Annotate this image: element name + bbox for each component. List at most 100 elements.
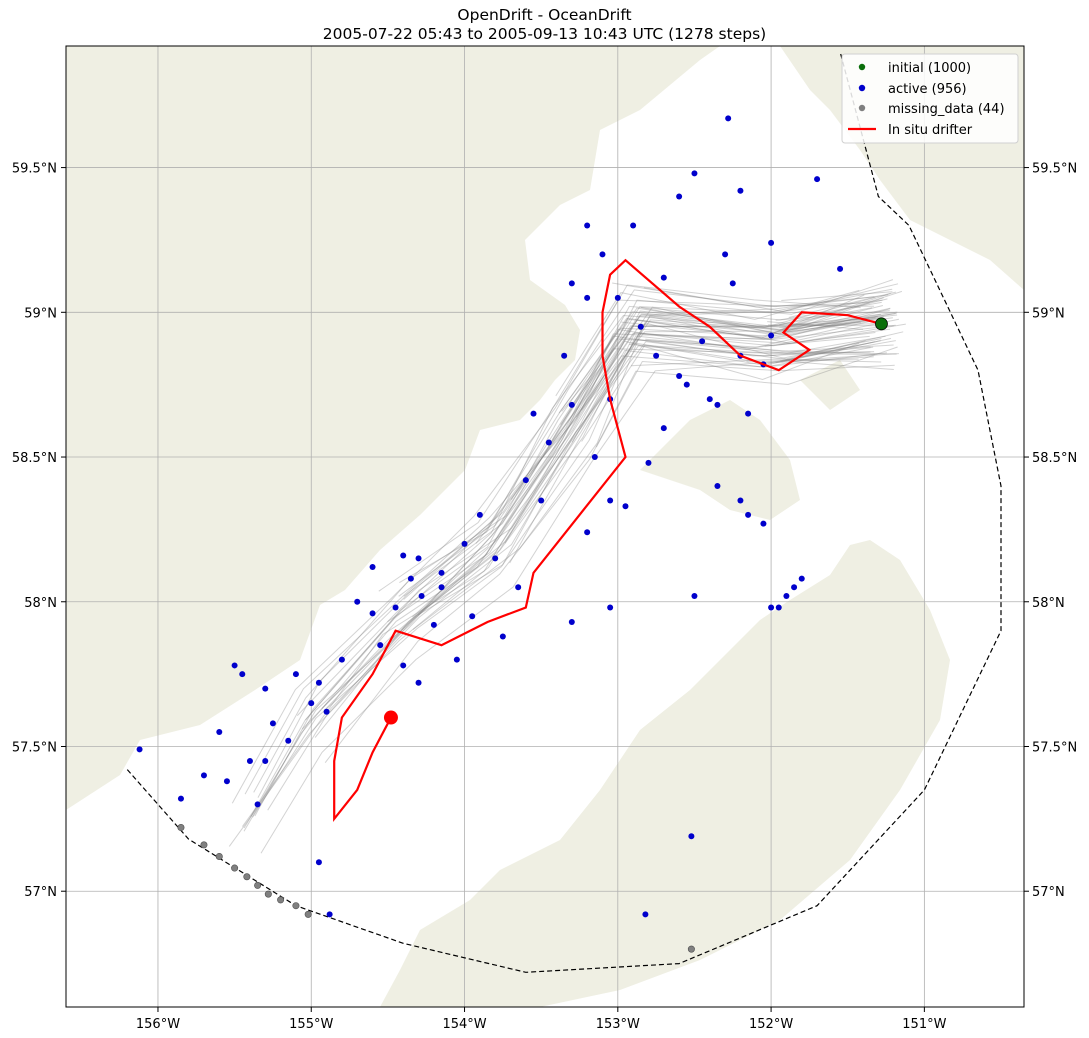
trajectory-line: [767, 321, 864, 330]
trajectory-line: [595, 360, 895, 448]
active-particle: [377, 642, 384, 649]
active-particle: [568, 619, 575, 626]
missing-data-particle: [292, 902, 300, 910]
y-tick-label-left: 58°N: [24, 596, 57, 611]
y-tick-label-right: 58°N: [1032, 596, 1065, 611]
active-particle: [676, 193, 683, 200]
trajectory-line: [781, 337, 892, 363]
active-particles: [136, 115, 844, 918]
trajectory-line: [785, 307, 891, 333]
legend-missing-marker: [858, 104, 866, 112]
active-particle: [430, 621, 437, 628]
active-particle: [584, 529, 591, 536]
active-particle: [418, 592, 425, 599]
trajectory-line: [555, 289, 860, 397]
trajectory-line: [645, 338, 897, 355]
x-tick-label: 156°W: [136, 1017, 180, 1032]
in-situ-drifter-track: [333, 258, 882, 823]
trajectory-line: [228, 340, 860, 847]
land-alaska-peninsula: [66, 46, 720, 810]
trajectory-line: [241, 345, 871, 827]
y-tick-label-left: 59.5°N: [12, 162, 57, 177]
active-particle: [400, 662, 407, 669]
legend-box: [841, 53, 1019, 144]
active-particle: [607, 604, 614, 611]
active-particle: [315, 859, 322, 866]
missing-data-particle: [231, 864, 239, 872]
trajectory-line: [548, 320, 871, 446]
trajectory-line: [775, 340, 881, 364]
active-particle: [584, 294, 591, 301]
trajectory-line: [643, 283, 899, 313]
x-tick-label: 155°W: [289, 1017, 333, 1032]
land-layer: [66, 46, 1024, 1007]
trajectory-line: [403, 288, 893, 600]
active-particle: [400, 552, 407, 559]
x-tick-label: 151°W: [902, 1017, 946, 1032]
y-tick-label-right: 59°N: [1032, 306, 1065, 321]
active-particle: [630, 222, 637, 229]
active-particle: [315, 679, 322, 686]
active-particle: [407, 575, 414, 582]
active-particle: [223, 778, 230, 785]
missing-data-particle: [200, 841, 208, 849]
active-particle: [568, 280, 575, 287]
y-axis-ticks-right: 57°N 57.5°N 58°N 58.5°N 59°N 59.5°N: [1024, 162, 1077, 900]
y-tick-label-left: 59°N: [24, 306, 57, 321]
active-particle: [392, 604, 399, 611]
trajectory-line: [391, 340, 866, 640]
legend: initial (1000) active (956) missing_data…: [841, 53, 1019, 144]
trajectory-line: [561, 323, 876, 412]
active-particle: [254, 801, 261, 808]
active-particle: [538, 497, 545, 504]
trajectory-line: [267, 316, 906, 811]
trajectory-line: [243, 316, 884, 829]
active-particle: [660, 274, 667, 281]
active-particle: [415, 679, 422, 686]
trajectory-line: [575, 294, 889, 418]
missing-data-particle: [304, 910, 312, 918]
chart-title-line2: 2005-07-22 05:43 to 2005-09-13 10:43 UTC…: [322, 25, 767, 43]
active-particle: [760, 520, 767, 527]
active-particle: [642, 911, 649, 918]
active-particle: [814, 176, 821, 183]
trajectory-line: [558, 294, 865, 414]
trajectory-line: [746, 358, 859, 362]
trajectory-line: [252, 335, 894, 818]
y-tick-label-left: 57°N: [24, 885, 57, 900]
active-particle: [660, 425, 667, 432]
legend-drifter-label: In situ drifter: [888, 123, 973, 138]
active-particle: [522, 477, 529, 484]
y-tick-label-right: 57°N: [1032, 885, 1065, 900]
trajectory-line: [788, 361, 894, 370]
active-particle: [177, 795, 184, 802]
active-particle: [837, 265, 844, 272]
active-particle: [706, 396, 713, 403]
initial-seed-marker: [875, 317, 888, 331]
trajectory-line: [779, 311, 898, 328]
active-particle: [584, 222, 591, 229]
active-particle: [768, 239, 775, 246]
active-particle: [653, 352, 660, 359]
missing-data-particle: [215, 852, 223, 860]
x-tick-label: 153°W: [596, 1017, 640, 1032]
active-particle: [369, 564, 376, 571]
y-tick-label-left: 57.5°N: [12, 740, 57, 755]
trajectory-line: [296, 311, 870, 716]
trajectory-line: [378, 299, 875, 592]
active-particle: [262, 757, 269, 764]
active-particle: [714, 482, 721, 489]
active-particle: [791, 584, 798, 591]
active-particle: [136, 746, 143, 753]
trajectory-line: [629, 344, 875, 355]
trajectory-line: [253, 301, 882, 793]
missing-data-particle: [277, 896, 285, 904]
active-particle: [200, 772, 207, 779]
active-particle: [545, 439, 552, 446]
x-tick-label: 154°W: [442, 1017, 486, 1032]
trajectory-line: [581, 344, 887, 442]
trajectory-line: [324, 346, 898, 764]
active-particle: [622, 503, 629, 510]
active-particle: [591, 454, 598, 461]
trajectory-line: [504, 306, 891, 544]
